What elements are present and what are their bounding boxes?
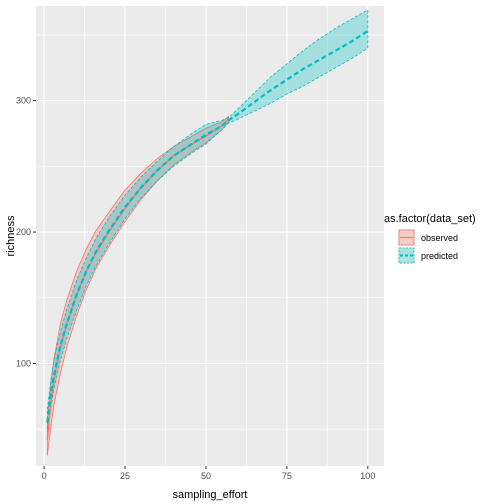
y-axis-label: richness <box>5 215 17 256</box>
x-axis: 0 25 50 75 100 <box>42 466 375 481</box>
plot-panel <box>36 6 384 466</box>
major-gridlines <box>36 6 384 466</box>
y-tick-label: 300 <box>16 96 31 106</box>
line-predicted <box>46 30 369 423</box>
y-tick-label: 100 <box>16 358 31 368</box>
x-tick-label: 75 <box>282 471 292 481</box>
legend-keys: observed predicted <box>398 229 458 264</box>
y-tick-label: 200 <box>16 227 31 237</box>
x-tick-label: 50 <box>201 471 211 481</box>
x-axis-label: sampling_effort <box>172 489 247 501</box>
x-tick-label: 0 <box>42 471 47 481</box>
series-lines <box>46 30 369 440</box>
ribbon-observed <box>46 115 230 456</box>
x-tick-label: 25 <box>120 471 130 481</box>
y-axis: 100 200 300 <box>16 96 36 368</box>
legend-title: as.factor(data_set) <box>384 213 476 225</box>
x-tick-label: 100 <box>360 471 375 481</box>
ribbon-predicted <box>46 9 369 432</box>
minor-gridlines <box>36 6 384 466</box>
legend-label-observed: observed <box>421 233 458 243</box>
confidence-ribbons <box>46 9 369 456</box>
legend: as.factor(data_set) observed predicted <box>384 213 476 264</box>
legend-label-predicted: predicted <box>421 251 458 261</box>
